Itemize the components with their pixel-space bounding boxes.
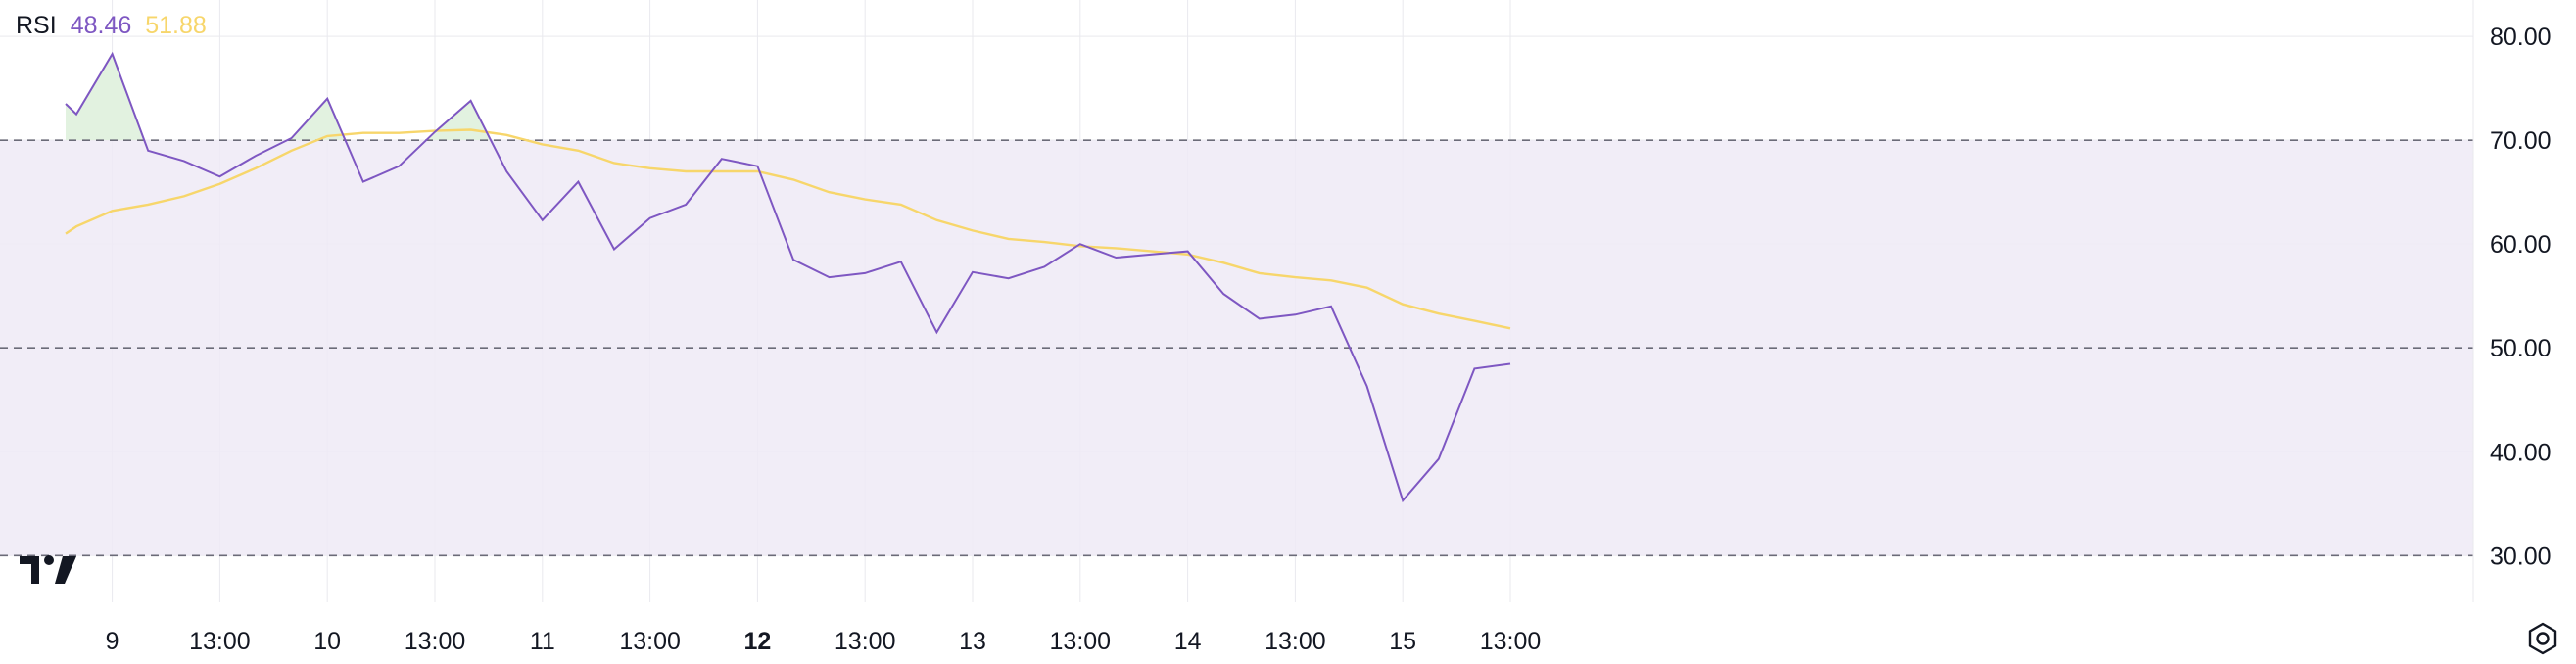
- ma-line: [65, 128, 1511, 330]
- y-tick-label: 50.00: [2490, 335, 2552, 362]
- rsi-line: [65, 51, 1511, 503]
- legend-title: RSI: [16, 12, 57, 39]
- overbought-fill: [66, 54, 492, 141]
- x-tick-label: 13:00: [1480, 628, 1542, 655]
- settings-gear-icon[interactable]: [2525, 621, 2560, 656]
- x-tick-label: 14: [1174, 628, 1202, 655]
- x-tick-label: 13:00: [405, 628, 466, 655]
- x-tick-label: 13:00: [1264, 628, 1326, 655]
- y-tick-label: 70.00: [2490, 127, 2552, 155]
- x-axis[interactable]: 9 13:00 10 13:00 11 13:00 12 13:00 13 13:00 14 13:0…: [106, 628, 1542, 655]
- x-tick-label: 13:00: [1050, 628, 1112, 655]
- legend-ma-value: 51.88: [145, 12, 207, 39]
- x-tick-label: 12: [743, 628, 771, 655]
- y-axis: 80.00 70.00 60.00 50.00 40.00 30.00: [2490, 24, 2552, 570]
- y-tick-label: 30.00: [2490, 543, 2552, 570]
- x-tick-label: 9: [106, 628, 119, 655]
- x-tick-label: 11: [530, 628, 555, 655]
- x-tick-label: 15: [1389, 628, 1416, 655]
- y-tick-label: 80.00: [2490, 24, 2552, 51]
- x-tick-label: 10: [313, 628, 341, 655]
- x-tick-label: 13:00: [189, 628, 251, 655]
- y-tick-label: 40.00: [2490, 439, 2552, 466]
- tradingview-logo-icon[interactable]: [20, 554, 80, 591]
- x-tick-label: 13:00: [619, 628, 681, 655]
- x-tick-label: 13: [959, 628, 986, 655]
- chart-legend[interactable]: RSI 48.46 51.88: [16, 12, 220, 40]
- legend-rsi-value: 48.46: [70, 12, 132, 39]
- y-tick-label: 60.00: [2490, 231, 2552, 259]
- x-tick-label: 13:00: [835, 628, 896, 655]
- level-lines: [0, 139, 2473, 557]
